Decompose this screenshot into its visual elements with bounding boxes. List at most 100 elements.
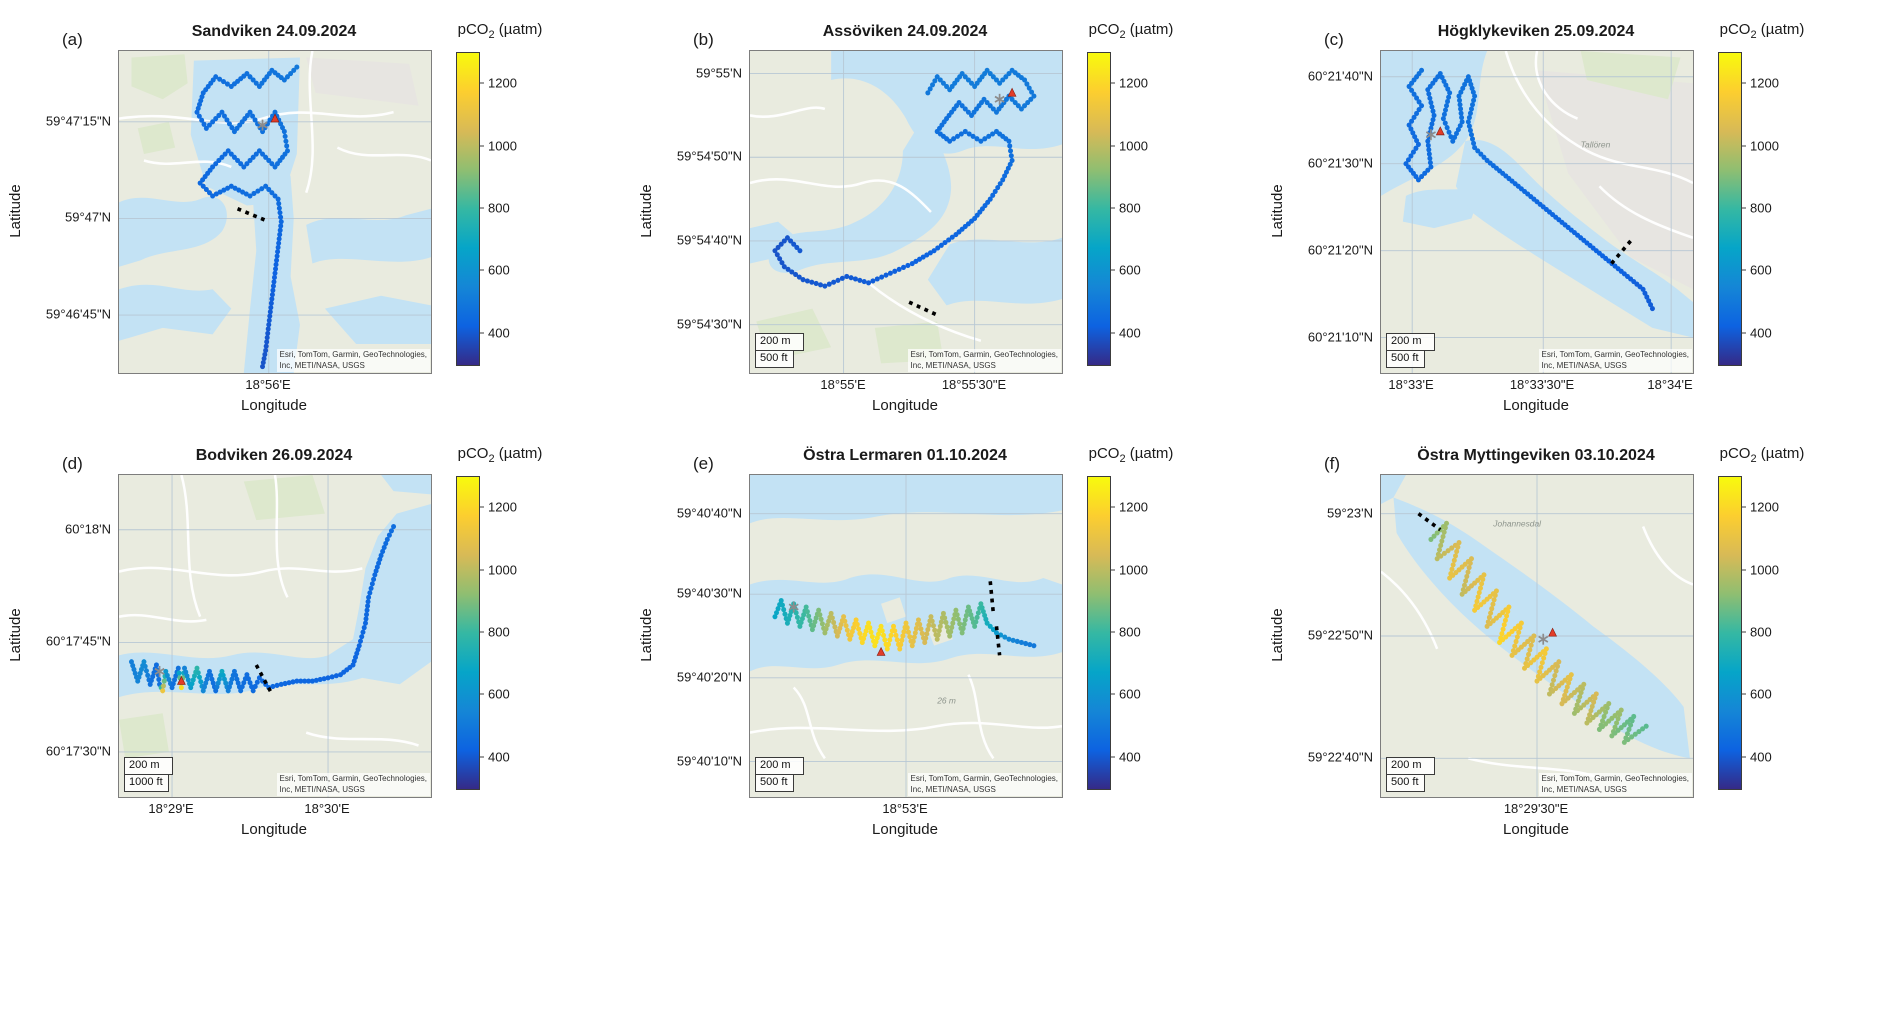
y-tick: 60°21'20"N — [1307, 242, 1373, 258]
map-attribution: Esri, TomTom, Garmin, GeoTechnologies, In… — [907, 773, 1061, 796]
transect-marker — [236, 207, 270, 224]
panel-index-label: (e) — [693, 454, 714, 473]
y-tick: 59°40'20"N — [676, 669, 742, 685]
x-tick-labels: 18°33'E 18°33'30"E 18°34'E — [1380, 377, 1692, 393]
map-basemap: Tallören — [1381, 51, 1693, 373]
colorbar-tick-mark — [1741, 207, 1746, 209]
y-tick: 59°40'30"N — [676, 585, 742, 601]
scale-bar-imperial: 1000 ft — [124, 775, 169, 792]
colorbar-title: pCO2 (µatm) — [1719, 445, 1805, 465]
map-attribution: Esri, TomTom, Garmin, GeoTechnologies, In… — [1538, 349, 1692, 372]
panel-title: Östra Myttingeviken 03.10.2024 — [1417, 447, 1655, 464]
pco2-track — [1403, 67, 1655, 312]
colorbar-tick-mark — [479, 756, 484, 758]
colorbar-title: pCO2 (µatm) — [1088, 445, 1174, 465]
colorbar-tick-mark — [1110, 332, 1115, 334]
colorbar-tick-label: 800 — [488, 624, 510, 640]
y-tick-labels: 59°55'N 59°54'50"N 59°54'40"N 59°54'30"N — [657, 50, 745, 372]
colorbar-tick-mark — [479, 82, 484, 84]
colorbar-title: pCO2 (µatm) — [1088, 21, 1174, 41]
scale-bar: 200 m 1000 ft — [124, 757, 173, 792]
colorbar — [1087, 476, 1111, 790]
x-axis-label: Longitude — [241, 821, 307, 838]
map-f: Johannesdal 200 m 500 ft Esri, TomTom, Garm… — [1380, 474, 1694, 798]
map-basemap — [750, 51, 1062, 373]
colorbar-tick-label: 1000 — [488, 562, 517, 578]
y-tick: 59°22'50"N — [1307, 627, 1373, 643]
sensor-triangle-icon — [176, 675, 186, 685]
colorbar-tick-mark — [1110, 269, 1115, 271]
y-tick-labels: 59°40'40"N 59°40'30"N 59°40'20"N 59°40'10"N — [657, 474, 745, 796]
sensor-triangle-icon — [270, 113, 280, 123]
colorbar-tick-mark — [1110, 82, 1115, 84]
map-a: Esri, TomTom, Garmin, GeoTechnologies, In… — [118, 50, 432, 374]
y-axis-label: Latitude — [638, 608, 655, 662]
x-tick: 18°56'E — [245, 377, 291, 392]
colorbar — [456, 476, 480, 790]
y-tick: 59°54'30"N — [676, 316, 742, 332]
colorbar-tick-mark — [1741, 506, 1746, 508]
y-tick: 60°21'10"N — [1307, 329, 1373, 345]
colorbar-tick-mark — [1110, 207, 1115, 209]
colorbar-tick-label: 1200 — [1119, 499, 1148, 515]
colorbar — [1718, 52, 1742, 366]
x-axis-label: Longitude — [872, 821, 938, 838]
colorbar-tick-label: 600 — [488, 686, 510, 702]
station-asterisk-icon — [994, 93, 1005, 105]
y-tick: 60°18'N — [65, 521, 111, 537]
pco2-track — [1428, 520, 1649, 745]
transect-marker — [1607, 239, 1632, 268]
colorbar-tick-labels: 400 600 800 1000 1200 — [1110, 476, 1172, 788]
y-tick-labels: 59°23'N 59°22'50"N 59°22'40"N — [1288, 474, 1376, 796]
scale-bar-imperial: 500 ft — [1386, 351, 1425, 368]
colorbar-tick-label: 1000 — [488, 138, 517, 154]
colorbar-tick-mark — [1110, 756, 1115, 758]
station-asterisk-icon — [788, 601, 799, 613]
pco2-track — [772, 598, 1037, 652]
y-tick: 59°40'40"N — [676, 505, 742, 521]
y-tick: 59°47'15"N — [45, 113, 111, 129]
x-tick: 18°55'30"E — [941, 377, 1007, 392]
transect-marker — [908, 300, 938, 317]
colorbar-tick-mark — [1741, 332, 1746, 334]
y-tick: 59°55'N — [696, 65, 742, 81]
y-axis-label: Latitude — [7, 184, 24, 238]
colorbar-tick-labels: 400 600 800 1000 1200 — [1110, 52, 1172, 364]
colorbar-tick-labels: 400 600 800 1000 1200 — [479, 476, 541, 788]
map-c: Tallören 200 m 500 ft Esri, TomTom, Garmin,… — [1380, 50, 1694, 374]
colorbar-tick-label: 800 — [1119, 200, 1141, 216]
panel-e: (e) Östra Lermaren 01.10.2024 Latitude 5… — [631, 432, 1261, 852]
colorbar-tick-mark — [479, 569, 484, 571]
colorbar-tick-mark — [479, 269, 484, 271]
colorbar-tick-label: 400 — [488, 325, 510, 341]
panel-c: (c) Högklykeviken 25.09.2024 Latitude 60… — [1262, 8, 1892, 428]
panel-b: (b) Assöviken 24.09.2024 Latitude 59°55'… — [631, 8, 1261, 428]
colorbar-tick-label: 400 — [488, 749, 510, 765]
panel-title: Bodviken 26.09.2024 — [195, 447, 353, 464]
y-tick: 59°23'N — [1327, 505, 1373, 521]
panel-title: Östra Lermaren 01.10.2024 — [803, 447, 1007, 464]
colorbar-tick-labels: 400 600 800 1000 1200 — [1741, 52, 1803, 364]
colorbar-title: pCO2 (µatm) — [1719, 21, 1805, 41]
colorbar-tick-label: 1000 — [1119, 562, 1148, 578]
y-tick-labels: 59°47'15"N 59°47'N 59°46'45"N — [26, 50, 114, 372]
map-attribution: Esri, TomTom, Garmin, GeoTechnologies, In… — [1538, 773, 1692, 796]
colorbar-tick-label: 1000 — [1119, 138, 1148, 154]
colorbar-tick-mark — [479, 693, 484, 695]
colorbar-tick-label: 1200 — [1119, 75, 1148, 91]
panel-title: Assöviken 24.09.2024 — [822, 23, 988, 40]
scale-bar: 200 m 500 ft — [1386, 333, 1435, 368]
colorbar-tick-label: 800 — [488, 200, 510, 216]
y-tick: 60°17'30"N — [45, 743, 111, 759]
station-asterisk-icon — [1425, 129, 1436, 141]
x-tick: 18°30'E — [304, 801, 350, 816]
x-tick-labels: 18°56'E — [118, 377, 430, 393]
colorbar-tick-mark — [479, 207, 484, 209]
sensor-triangle-icon — [876, 646, 886, 656]
map-attribution: Esri, TomTom, Garmin, GeoTechnologies, In… — [276, 349, 430, 372]
y-axis-label: Latitude — [7, 608, 24, 662]
map-e: 26 m 200 m 500 ft Esri, TomTom, Garmin, Geo… — [749, 474, 1063, 798]
colorbar-tick-label: 600 — [1750, 686, 1772, 702]
transect-marker — [254, 664, 274, 695]
